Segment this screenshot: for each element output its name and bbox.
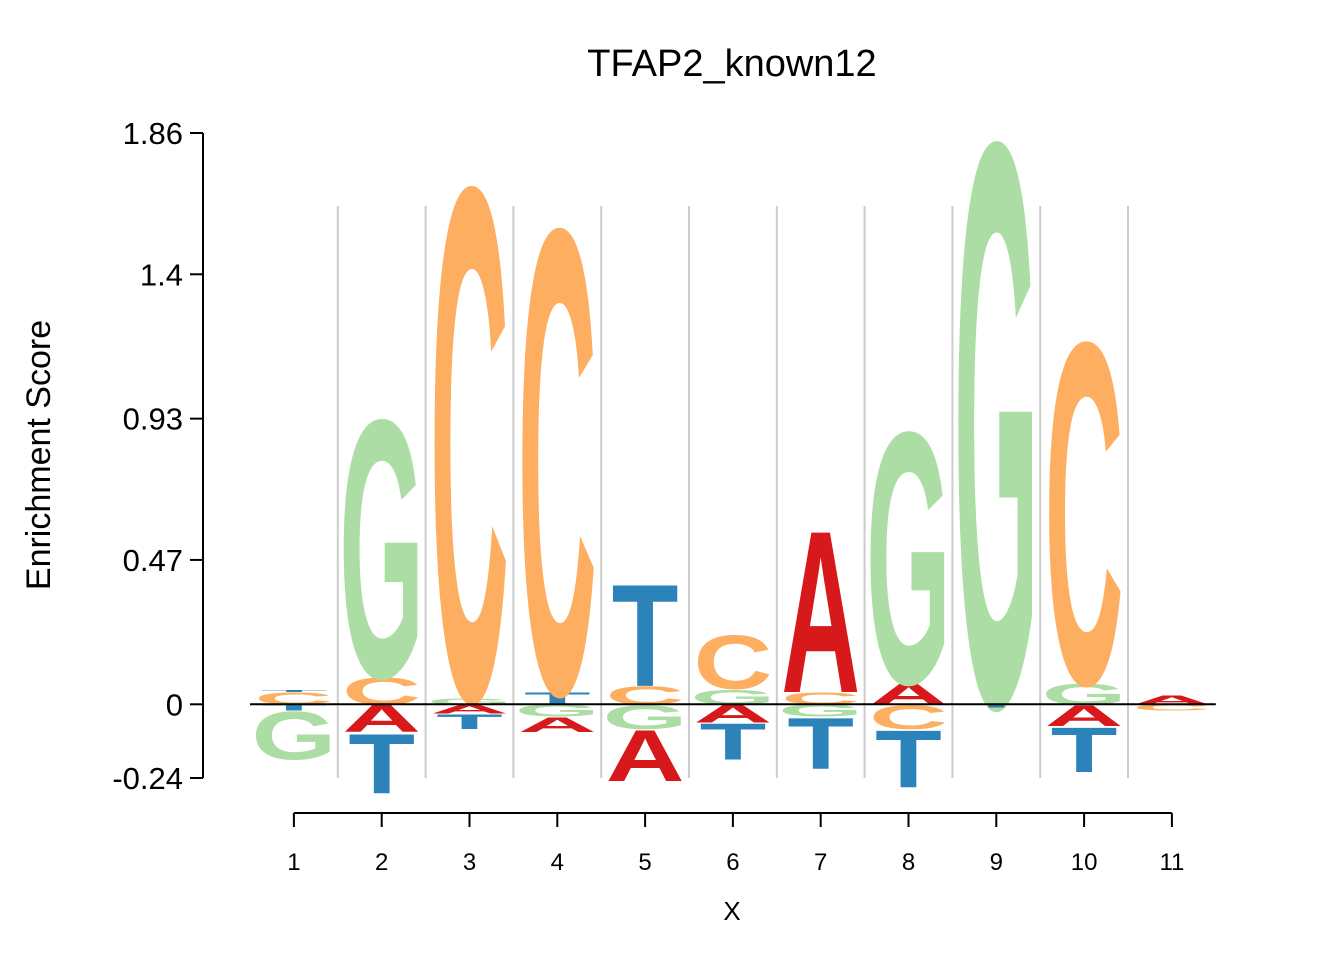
chart-title: TFAP2_known12 [587,43,876,85]
x-tick-label: 5 [638,849,651,876]
logo-letter-g: G [778,701,863,720]
logo-letter-c: C [430,35,509,855]
logo-letter-g: G [954,0,1039,875]
x-tick-label: 2 [375,849,388,876]
logo-letter-c: C [1132,703,1211,713]
logo-letter-t: T [261,690,328,693]
x-tick-label: 9 [990,849,1003,876]
logo-letter-t: T [875,714,942,805]
x-tick-label: 3 [463,849,476,876]
logo-letter-g: G [866,358,951,760]
x-axis: 1 2 3 4 5 6 7 8 9 10 11 [287,812,1184,876]
logo-letter-g: G [339,343,424,755]
x-tick-label: 10 [1071,849,1098,876]
logo-letter-t: T [261,703,328,713]
y-tick-label: 0.93 [123,402,183,437]
logo-letter-t: T [612,555,679,718]
logo-letter-t: T [348,716,415,812]
y-tick-label: 1.4 [140,257,183,292]
y-tick-label: 0.47 [123,543,183,578]
logo-letter-t: T [1051,714,1118,786]
y-tick-label: 0 [166,687,183,722]
logo-letter-g: G [515,701,600,720]
logo-letter-c: C [781,689,860,708]
x-tick-label: 6 [726,849,739,876]
logo-letter-t: T [524,689,591,708]
column-separators [336,206,1129,778]
logo-letter-t: T [436,709,503,733]
logo-letter-c: C [693,620,772,707]
x-tick-label: 1 [287,849,300,876]
logo-letter-t: T [963,704,1030,709]
y-axis: 1.86 1.4 0.93 0.47 0 -0.24 [112,116,204,796]
logo-letter-a: A [430,702,509,716]
logo-letter-c: C [518,91,597,833]
y-tick-label: -0.24 [112,761,183,796]
y-axis-label: Enrichment Score [20,320,58,590]
logo-letter-c: C [254,689,333,708]
logo-letter-a: A [781,483,860,741]
logo-letter-t: T [787,703,854,785]
x-axis-label: X [723,896,740,926]
logo-letter-g: G [251,698,336,775]
logo-letter-t: T [700,714,767,771]
x-tick-label: 11 [1159,849,1184,876]
logo-letter-c: C [342,670,421,713]
x-tick-label: 4 [551,849,564,876]
logo-letter-g: G [427,697,512,707]
logo-letter-a: A [606,715,685,797]
x-tick-label: 8 [902,849,915,876]
logo-letter-c: C [1045,241,1124,788]
x-tick-label: 7 [814,849,827,876]
y-tick-label: 1.86 [123,116,183,151]
logo-letter-g: G [690,685,775,709]
logo-letter-a: A [518,713,597,737]
